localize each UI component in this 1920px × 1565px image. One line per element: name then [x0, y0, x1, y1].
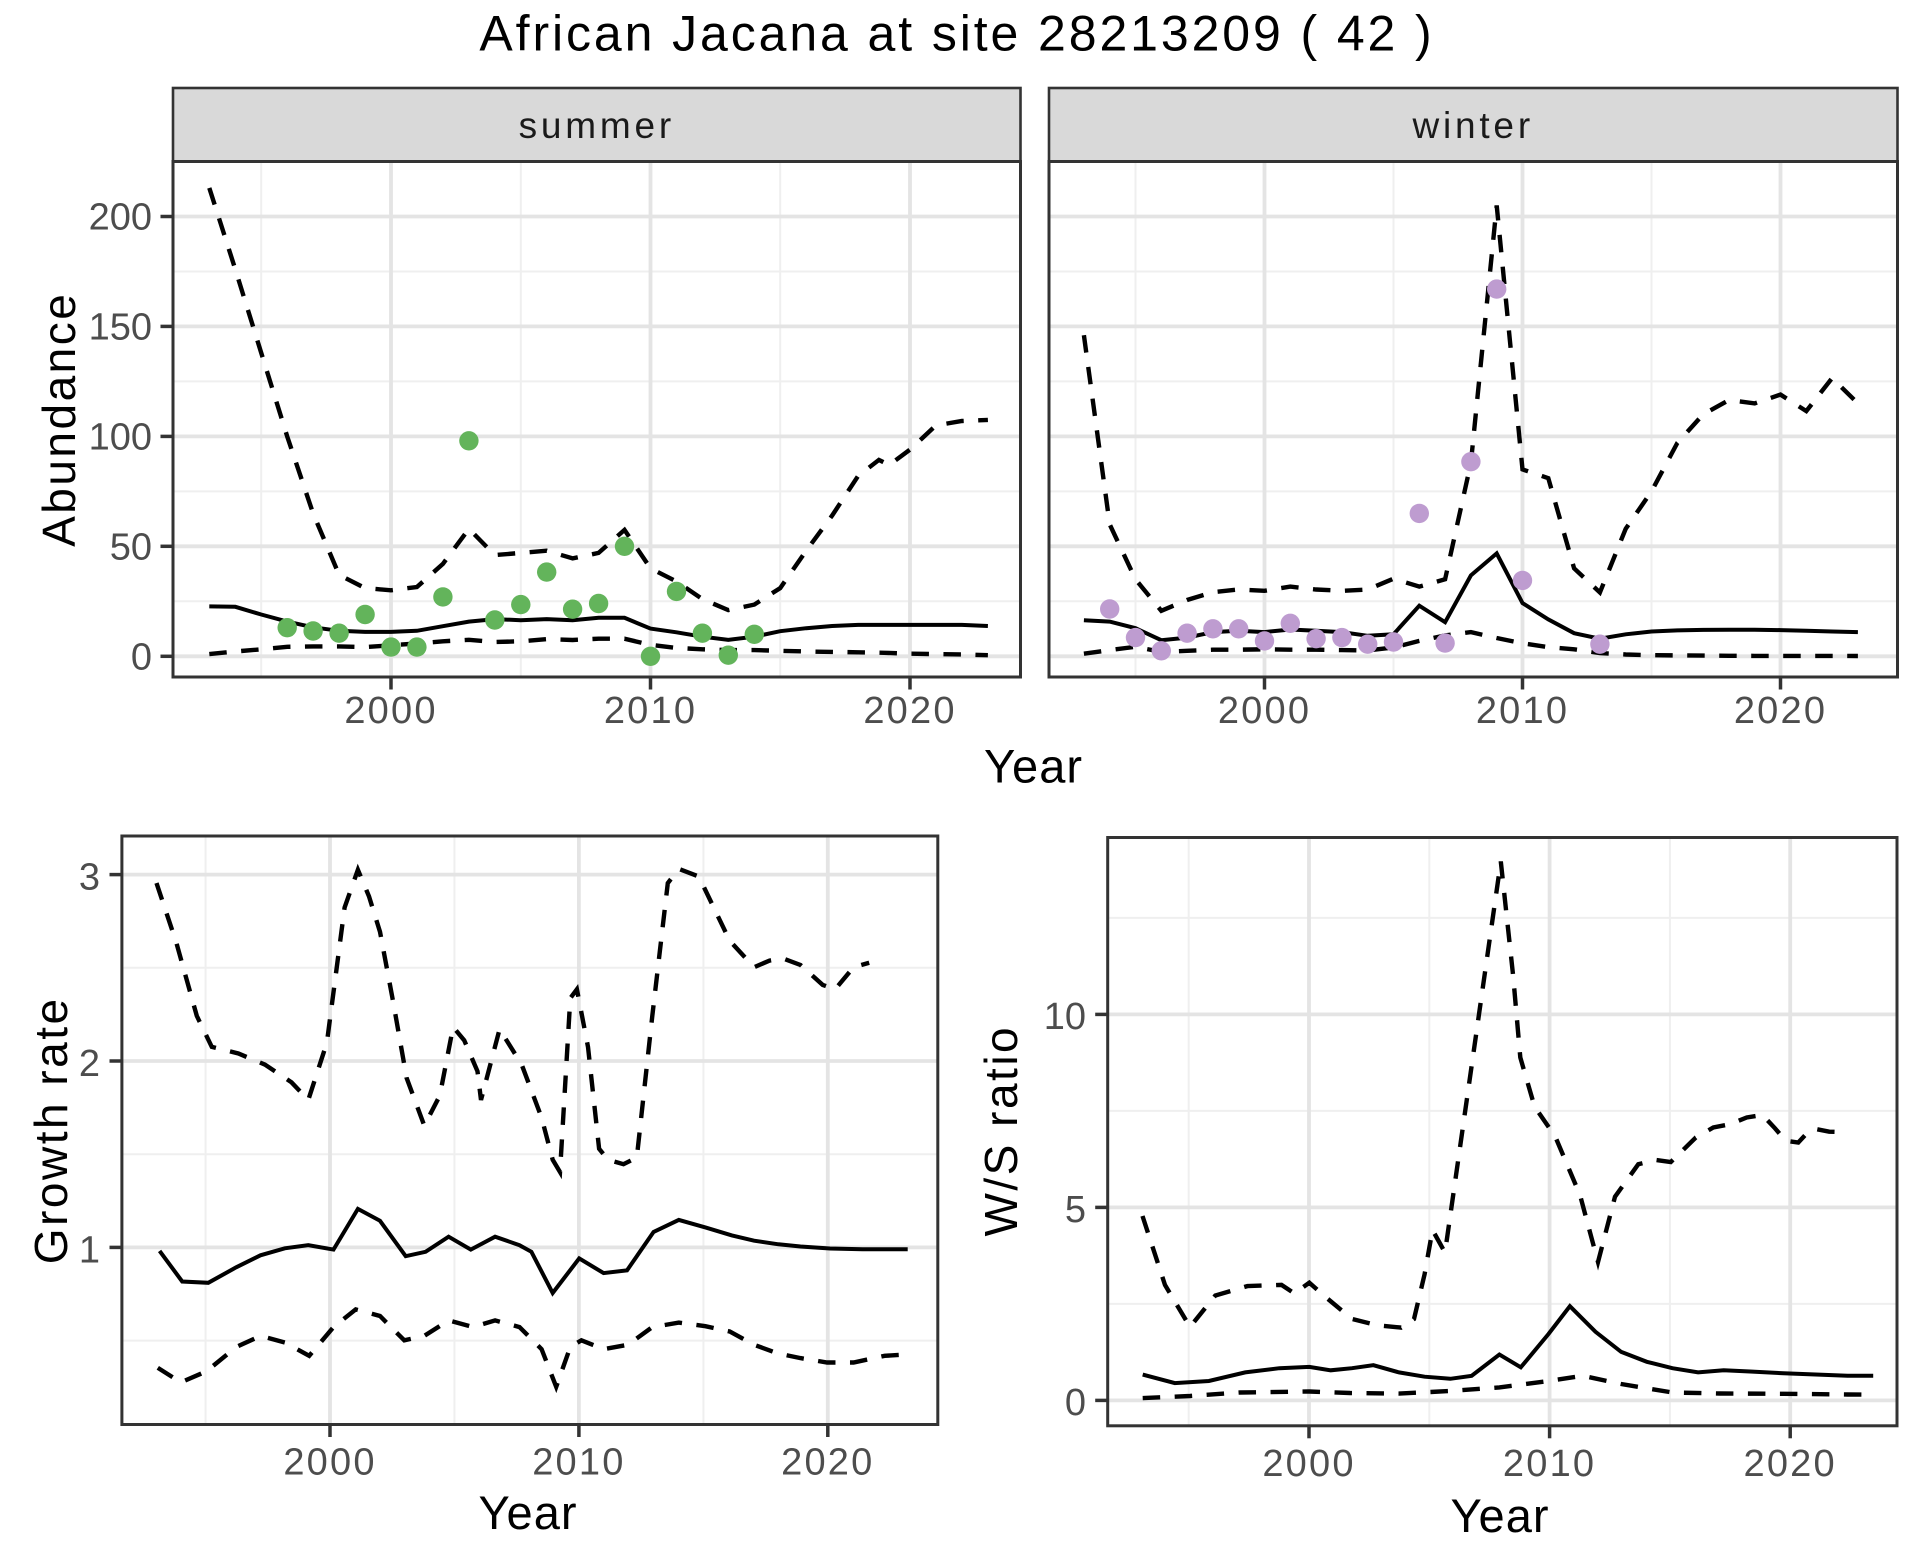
svg-text:2: 2 [79, 1043, 100, 1085]
svg-text:0: 0 [1065, 1382, 1086, 1424]
svg-text:summer: summer [519, 105, 675, 146]
svg-text:2010: 2010 [604, 690, 697, 732]
svg-text:5: 5 [1065, 1189, 1086, 1231]
svg-text:Year: Year [984, 740, 1083, 793]
svg-text:2020: 2020 [863, 690, 956, 732]
svg-text:150: 150 [89, 306, 152, 348]
svg-text:Year: Year [1451, 1489, 1550, 1542]
svg-text:2020: 2020 [781, 1442, 874, 1484]
svg-text:African Jacana at site 2821320: African Jacana at site 28213209 ( 42 ) [479, 6, 1434, 62]
svg-text:100: 100 [89, 416, 152, 458]
svg-text:2010: 2010 [1503, 1443, 1596, 1485]
svg-text:2000: 2000 [344, 690, 437, 732]
svg-text:200: 200 [89, 197, 152, 239]
svg-text:50: 50 [110, 526, 152, 568]
svg-text:Abundance: Abundance [33, 292, 85, 547]
svg-text:2000: 2000 [1262, 1443, 1355, 1485]
svg-text:2020: 2020 [1734, 690, 1827, 732]
svg-text:2010: 2010 [532, 1442, 625, 1484]
svg-text:2000: 2000 [283, 1442, 376, 1484]
svg-text:winter: winter [1411, 105, 1534, 146]
svg-text:2020: 2020 [1744, 1443, 1837, 1485]
svg-text:2010: 2010 [1476, 690, 1569, 732]
svg-text:Year: Year [479, 1486, 578, 1539]
svg-text:0: 0 [131, 636, 152, 678]
svg-text:Growth rate: Growth rate [25, 996, 77, 1264]
svg-text:10: 10 [1044, 996, 1086, 1038]
svg-text:3: 3 [79, 857, 100, 899]
svg-text:1: 1 [79, 1229, 100, 1271]
svg-text:W/S ratio: W/S ratio [975, 1025, 1027, 1237]
svg-text:2000: 2000 [1218, 690, 1311, 732]
